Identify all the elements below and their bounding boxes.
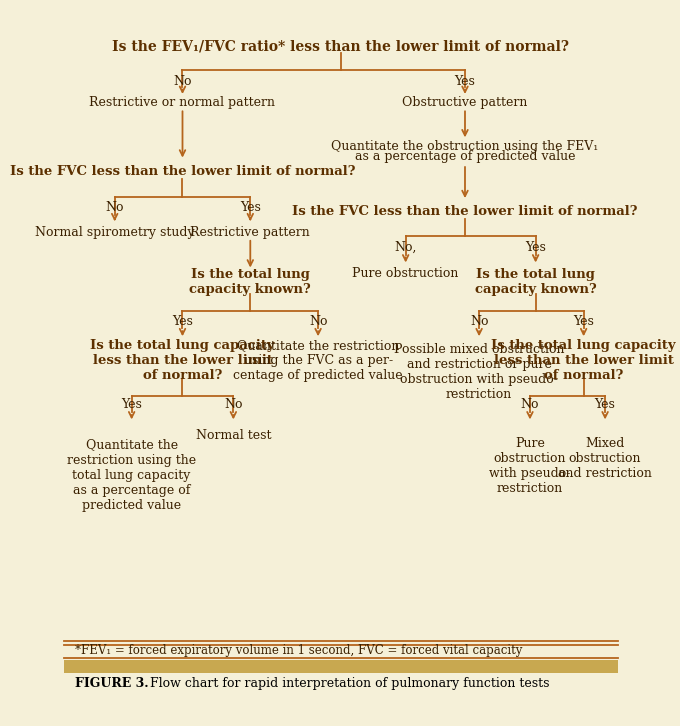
Text: No: No [470, 314, 488, 327]
Text: No: No [173, 76, 192, 88]
Text: No: No [521, 399, 539, 412]
Text: No: No [105, 201, 124, 214]
Text: Yes: Yes [121, 399, 142, 412]
Text: Is the FVC less than the lower limit of normal?: Is the FVC less than the lower limit of … [10, 165, 355, 178]
Text: Flow chart for rapid interpretation of pulmonary function tests: Flow chart for rapid interpretation of p… [146, 677, 549, 690]
Text: Is the total lung
capacity known?: Is the total lung capacity known? [190, 268, 311, 296]
Text: Is the total lung capacity
less than the lower limit
of normal?: Is the total lung capacity less than the… [492, 339, 676, 383]
FancyBboxPatch shape [64, 659, 617, 672]
Text: Quantitate the
restriction using the
total lung capacity
as a percentage of
pred: Quantitate the restriction using the tot… [67, 439, 197, 512]
Text: Is the FEV₁/FVC ratio* less than the lower limit of normal?: Is the FEV₁/FVC ratio* less than the low… [112, 39, 569, 53]
Text: Yes: Yes [172, 314, 193, 327]
Text: Normal test: Normal test [196, 429, 271, 442]
Text: Yes: Yes [573, 314, 594, 327]
Text: Is the total lung capacity
less than the lower limit
of normal?: Is the total lung capacity less than the… [90, 339, 275, 383]
Text: Yes: Yes [454, 76, 475, 88]
Text: Mixed
obstruction
and restriction: Mixed obstruction and restriction [558, 437, 652, 480]
Text: as a percentage of predicted value: as a percentage of predicted value [355, 150, 575, 163]
Text: Obstructive pattern: Obstructive pattern [403, 96, 528, 109]
Text: Quantitate the restriction
using the FVC as a per-
centage of predicted value: Quantitate the restriction using the FVC… [233, 339, 403, 383]
Text: No: No [224, 399, 243, 412]
Text: Pure
obstruction
with pseudo-
restriction: Pure obstruction with pseudo- restrictio… [490, 437, 571, 494]
Text: Yes: Yes [240, 201, 260, 214]
Text: Quantitate the obstruction using the FEV₁: Quantitate the obstruction using the FEV… [331, 139, 598, 152]
Text: Pure obstruction: Pure obstruction [352, 267, 459, 280]
Text: Is the total lung
capacity known?: Is the total lung capacity known? [475, 268, 596, 296]
Text: Normal spirometry study: Normal spirometry study [35, 226, 194, 239]
Text: Restrictive or normal pattern: Restrictive or normal pattern [90, 96, 275, 109]
Text: No: No [309, 314, 327, 327]
Text: Yes: Yes [595, 399, 615, 412]
Text: FIGURE 3.: FIGURE 3. [75, 677, 149, 690]
Text: No,: No, [394, 241, 417, 254]
Text: *FEV₁ = forced expiratory volume in 1 second, FVC = forced vital capacity: *FEV₁ = forced expiratory volume in 1 se… [75, 644, 522, 656]
Text: Yes: Yes [525, 241, 546, 254]
Text: Possible mixed obstruction
and restriction or pure
obstruction with pseudo-
rest: Possible mixed obstruction and restricti… [394, 343, 564, 401]
Text: Restrictive pattern: Restrictive pattern [190, 226, 310, 239]
Text: Is the FVC less than the lower limit of normal?: Is the FVC less than the lower limit of … [292, 205, 638, 218]
